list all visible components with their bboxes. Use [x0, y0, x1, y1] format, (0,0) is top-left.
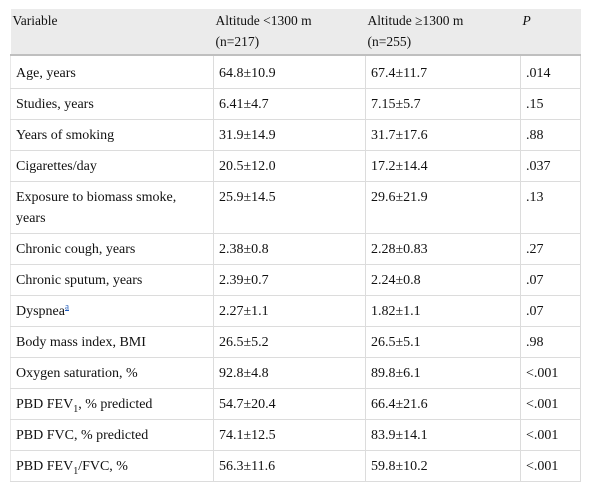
- cell-high: 83.9±14.1: [365, 419, 521, 451]
- cell-variable: Chronic cough, years: [10, 233, 214, 265]
- cell-high: 89.8±6.1: [365, 357, 521, 389]
- cell-high: 1.82±1.1: [365, 295, 521, 327]
- header-p-value: P: [520, 9, 581, 55]
- cell-p: .15: [520, 88, 581, 120]
- cell-p: .07: [520, 264, 581, 296]
- table-row: Years of smoking 31.9±14.9 31.7±17.6 .88: [10, 119, 581, 151]
- cell-variable: Chronic sputum, years: [10, 264, 214, 296]
- cell-p: .014: [520, 54, 581, 89]
- cell-variable: Studies, years: [10, 88, 214, 120]
- cell-variable: PBD FVC, % predicted: [10, 419, 214, 451]
- altitude-comparison-table: Variable Altitude <1300 m (n=217) Altitud…: [10, 9, 581, 482]
- table-row: Dyspneaa 2.27±1.1 1.82±1.1 .07: [10, 295, 581, 327]
- header-variable: Variable: [10, 9, 214, 55]
- cell-variable: PBD FEV1/FVC, %: [10, 450, 214, 482]
- cell-low: 2.38±0.8: [213, 233, 366, 265]
- cell-high: 2.24±0.8: [365, 264, 521, 296]
- table-header-row: Variable Altitude <1300 m (n=217) Altitud…: [10, 9, 581, 55]
- cell-variable: Body mass index, BMI: [10, 326, 214, 358]
- footnote-link[interactable]: a: [65, 301, 69, 312]
- cell-high: 17.2±14.4: [365, 150, 521, 182]
- cell-variable: Exposure to biomass smoke, years: [10, 181, 214, 234]
- table-row: Cigarettes/day 20.5±12.0 17.2±14.4 .037: [10, 150, 581, 182]
- cell-p: <.001: [520, 419, 581, 451]
- cell-high: 59.8±10.2: [365, 450, 521, 482]
- table-row: Chronic cough, years 2.38±0.8 2.28±0.83 …: [10, 233, 581, 265]
- cell-low: 25.9±14.5: [213, 181, 366, 234]
- cell-p: <.001: [520, 357, 581, 389]
- cell-low: 64.8±10.9: [213, 54, 366, 89]
- cell-p: .98: [520, 326, 581, 358]
- cell-high: 67.4±11.7: [365, 54, 521, 89]
- table-row: PBD FEV1/FVC, % 56.3±11.6 59.8±10.2 <.00…: [10, 450, 581, 482]
- cell-high: 26.5±5.1: [365, 326, 521, 358]
- table-row: Chronic sputum, years 2.39±0.7 2.24±0.8 …: [10, 264, 581, 296]
- cell-variable: Oxygen saturation, %: [10, 357, 214, 389]
- header-high-altitude: Altitude ≥1300 m (n=255): [365, 9, 521, 55]
- cell-low: 20.5±12.0: [213, 150, 366, 182]
- cell-high: 66.4±21.6: [365, 388, 521, 420]
- cell-p: <.001: [520, 450, 581, 482]
- cell-low: 2.39±0.7: [213, 264, 366, 296]
- cell-p: .07: [520, 295, 581, 327]
- cell-high: 7.15±5.7: [365, 88, 521, 120]
- table-row: Exposure to biomass smoke, years 25.9±14…: [10, 181, 581, 234]
- cell-high: 31.7±17.6: [365, 119, 521, 151]
- cell-p: .88: [520, 119, 581, 151]
- dyspnea-label: Dyspnea: [16, 304, 65, 319]
- cell-variable: Cigarettes/day: [10, 150, 214, 182]
- cell-variable: PBD FEV1, % predicted: [10, 388, 214, 420]
- table-row: Age, years 64.8±10.9 67.4±11.7 .014: [10, 54, 581, 89]
- cell-low: 92.8±4.8: [213, 357, 366, 389]
- table-row: Oxygen saturation, % 92.8±4.8 89.8±6.1 <…: [10, 357, 581, 389]
- header-low-altitude: Altitude <1300 m (n=217): [213, 9, 366, 55]
- cell-variable: Dyspneaa: [10, 295, 214, 327]
- cell-variable: Age, years: [10, 54, 214, 89]
- table-row: Studies, years 6.41±4.7 7.15±5.7 .15: [10, 88, 581, 120]
- cell-high: 29.6±21.9: [365, 181, 521, 234]
- table-row: PBD FEV1, % predicted 54.7±20.4 66.4±21.…: [10, 388, 581, 420]
- table-row: PBD FVC, % predicted 74.1±12.5 83.9±14.1…: [10, 419, 581, 451]
- cell-p: <.001: [520, 388, 581, 420]
- cell-p: .037: [520, 150, 581, 182]
- cell-low: 54.7±20.4: [213, 388, 366, 420]
- table-row: Body mass index, BMI 26.5±5.2 26.5±5.1 .…: [10, 326, 581, 358]
- cell-low: 6.41±4.7: [213, 88, 366, 120]
- cell-low: 2.27±1.1: [213, 295, 366, 327]
- cell-low: 56.3±11.6: [213, 450, 366, 482]
- cell-high: 2.28±0.83: [365, 233, 521, 265]
- cell-variable: Years of smoking: [10, 119, 214, 151]
- cell-low: 74.1±12.5: [213, 419, 366, 451]
- cell-low: 31.9±14.9: [213, 119, 366, 151]
- cell-low: 26.5±5.2: [213, 326, 366, 358]
- cell-p: .27: [520, 233, 581, 265]
- cell-p: .13: [520, 181, 581, 234]
